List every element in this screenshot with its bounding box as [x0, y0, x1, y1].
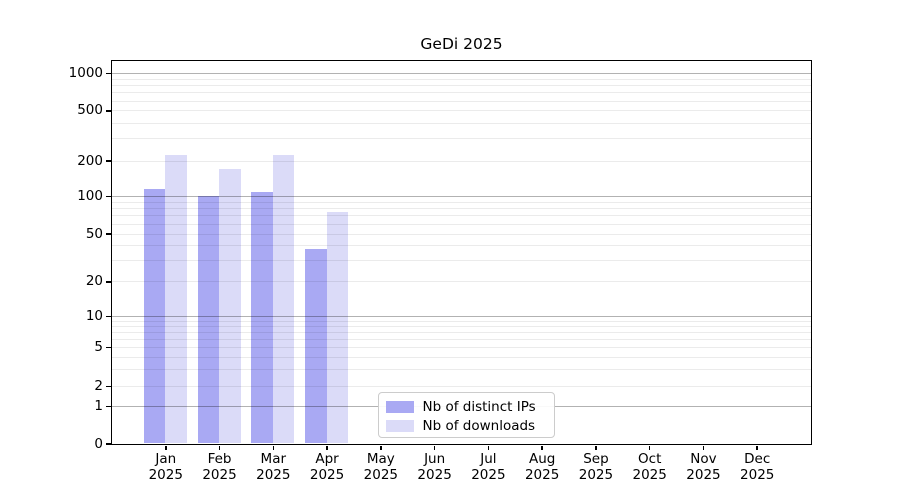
major-gridline — [111, 73, 811, 75]
major-gridline — [111, 316, 811, 318]
y-tick-mark — [106, 315, 111, 318]
y-tick-mark — [106, 346, 111, 349]
chart-title: GeDi 2025 — [420, 35, 503, 53]
x-tick-label: Jun 2025 — [417, 451, 452, 483]
minor-gridline — [111, 100, 811, 102]
bar-downloads — [272, 155, 295, 444]
y-tick-label: 200 — [77, 152, 103, 169]
minor-gridline — [111, 338, 811, 340]
minor-gridline — [111, 92, 811, 94]
minor-gridline — [111, 386, 811, 387]
minor-gridline — [111, 122, 811, 124]
y-tick-mark — [106, 443, 111, 445]
y-tick-label: 2 — [94, 378, 103, 394]
y-tick-mark — [106, 72, 111, 75]
y-tick-label: 1 — [94, 398, 103, 415]
x-tick-label: Aug 2025 — [524, 451, 560, 483]
y-tick-label: 1000 — [68, 65, 103, 82]
x-tick-mark — [487, 445, 490, 450]
minor-gridline — [111, 85, 811, 87]
minor-gridline — [111, 78, 811, 80]
x-tick-mark — [272, 445, 275, 450]
minor-gridline — [111, 356, 811, 358]
x-tick-mark — [702, 445, 705, 450]
legend-label-downloads: Nb of downloads — [422, 417, 536, 434]
bar-downloads — [326, 212, 349, 444]
y-tick-label: 500 — [77, 102, 103, 119]
minor-gridline — [111, 208, 811, 210]
x-tick-mark — [756, 445, 758, 450]
x-tick-label: Sep 2025 — [578, 451, 614, 483]
x-tick-mark — [165, 445, 167, 450]
x-tick-label: Mar 2025 — [256, 451, 291, 483]
minor-gridline — [111, 215, 811, 217]
y-tick-mark — [106, 110, 111, 112]
y-tick-mark — [106, 160, 111, 162]
x-tick-label: Feb 2025 — [202, 451, 237, 483]
y-tick-mark — [106, 281, 111, 283]
minor-gridline — [111, 233, 811, 235]
x-tick-mark — [595, 445, 597, 450]
legend-item-distinct-ips: Nb of distinct IPs — [385, 398, 547, 416]
x-tick-label: Jan 2025 — [148, 451, 183, 483]
minor-gridline — [111, 368, 811, 370]
minor-gridline — [111, 223, 811, 225]
legend-swatch-downloads-icon — [385, 420, 414, 432]
minor-gridline — [111, 326, 811, 328]
x-tick-label: Oct 2025 — [632, 451, 667, 483]
bar-distinct-ips — [197, 196, 220, 444]
y-tick-label: 100 — [77, 188, 103, 205]
minor-gridline — [111, 281, 811, 283]
major-gridline — [111, 196, 811, 198]
minor-gridline — [111, 320, 811, 322]
x-tick-mark — [433, 445, 436, 450]
minor-gridline — [111, 138, 811, 140]
y-tick-mark — [106, 405, 111, 408]
minor-gridline — [111, 201, 811, 203]
y-tick-label: 0 — [94, 435, 103, 452]
x-tick-label: Nov 2025 — [686, 451, 721, 483]
x-tick-mark — [218, 445, 221, 450]
x-tick-label: Jul 2025 — [471, 451, 506, 483]
x-tick-mark — [648, 445, 651, 450]
y-tick-label: 10 — [85, 308, 103, 325]
bar-distinct-ips — [143, 188, 166, 444]
y-tick-label: 5 — [94, 339, 103, 356]
x-tick-mark — [380, 445, 382, 450]
x-tick-label: Apr 2025 — [309, 451, 345, 483]
legend-item-downloads: Nb of downloads — [385, 417, 547, 435]
y-tick-mark — [106, 385, 111, 388]
x-tick-mark — [541, 445, 543, 450]
y-tick-mark — [106, 233, 111, 235]
legend-label-distinct-ips: Nb of distinct IPs — [422, 398, 536, 415]
bar-downloads — [165, 155, 187, 444]
y-tick-label: 50 — [85, 225, 103, 242]
x-tick-label: May 2025 — [363, 451, 399, 483]
bar-distinct-ips — [251, 192, 273, 444]
minor-gridline — [111, 245, 811, 247]
y-tick-mark — [106, 195, 111, 198]
minor-gridline — [111, 110, 811, 112]
x-tick-mark — [326, 445, 328, 450]
bar-downloads — [219, 168, 241, 444]
plot-area: Nb of distinct IPs Nb of downloads — [110, 59, 812, 445]
minor-gridline — [111, 347, 811, 349]
minor-gridline — [111, 260, 811, 262]
x-tick-label: Dec 2025 — [740, 451, 775, 483]
bar-distinct-ips — [305, 249, 327, 444]
minor-gridline — [111, 160, 811, 162]
legend: Nb of distinct IPs Nb of downloads — [377, 392, 555, 438]
y-tick-label: 20 — [85, 273, 103, 290]
minor-gridline — [111, 332, 811, 334]
legend-swatch-distinct-ips-icon — [385, 401, 414, 413]
